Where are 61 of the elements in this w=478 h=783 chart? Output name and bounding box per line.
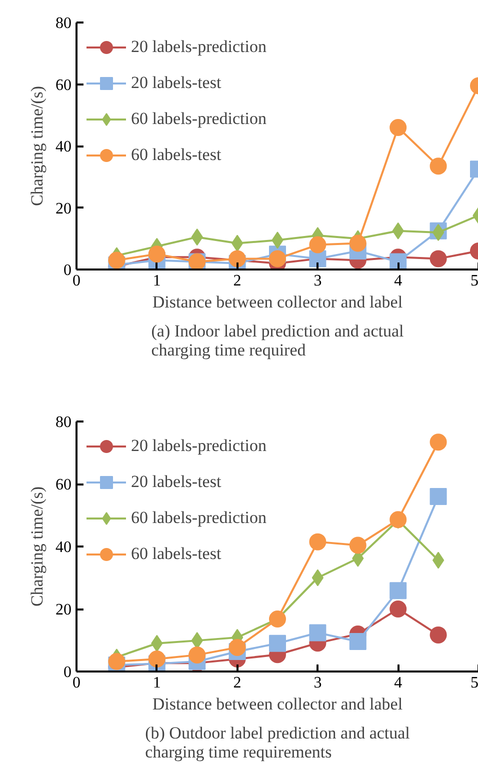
y-axis-title: Charging time/(s) [28,86,46,206]
x-axis-title: Distance between collector and label [152,292,403,312]
point [148,246,166,263]
point [108,653,126,670]
point [228,638,246,656]
x-tick-label: 2 [233,272,242,290]
legend-label: 20 labels-prediction [131,36,266,58]
legend-label: 60 labels-prediction [131,507,266,529]
legend-label: 20 labels-prediction [131,435,266,457]
y-tick-label: 80 [56,414,72,431]
point [108,252,126,269]
x-axis-title: Distance between collector and label [152,694,403,714]
legend-label: 20 labels-test [131,471,222,493]
point [390,582,407,600]
point [349,536,366,554]
point [188,646,206,664]
y-tick-label: 60 [56,76,72,94]
x-tick-label: 1 [152,674,161,692]
y-tick-label: 0 [64,262,72,279]
point [309,236,326,254]
y-tick-label: 40 [56,138,72,156]
x-tick-label: 4 [394,272,402,290]
point [430,434,447,451]
x-tick-label: 4 [394,674,402,692]
legend-label: 60 labels-test [131,543,222,565]
x-tick-label: 5 [470,674,478,692]
point [312,569,324,586]
point [269,610,286,628]
point [390,511,407,528]
point [349,633,366,650]
point [309,624,326,642]
y-tick-label: 80 [56,15,72,32]
point [349,234,366,252]
point [430,626,447,644]
point [430,250,447,268]
point [309,533,326,550]
x-tick-label: 3 [314,674,322,692]
point [390,600,407,618]
point [231,234,244,252]
point [430,488,447,505]
point [148,650,166,668]
y-tick-label: 20 [56,200,72,218]
y-tick-label: 20 [56,602,72,618]
text: (b) Outdoor label prediction and actual charging time requirements [145,724,410,762]
point [269,250,286,268]
y-tick-label: 40 [56,539,72,556]
point [430,158,447,175]
x-tick-label: 5 [470,272,478,290]
y-tick-label: 0 [64,664,72,681]
x-tick-label: 1 [152,272,161,290]
y-tick-label: 60 [56,476,72,494]
point [269,634,286,652]
legend-label: 20 labels-test [131,72,222,94]
text: (a) Indoor label prediction and actual charging time required [151,322,404,360]
x-tick-label: 2 [233,674,242,692]
x-tick-label: 3 [314,272,322,290]
y-axis-title: Charging time/(s) [28,486,46,607]
legend-label: 60 labels-test [131,144,222,166]
point [390,118,407,136]
legend-label: 60 labels-prediction [131,108,266,130]
point [432,552,444,569]
